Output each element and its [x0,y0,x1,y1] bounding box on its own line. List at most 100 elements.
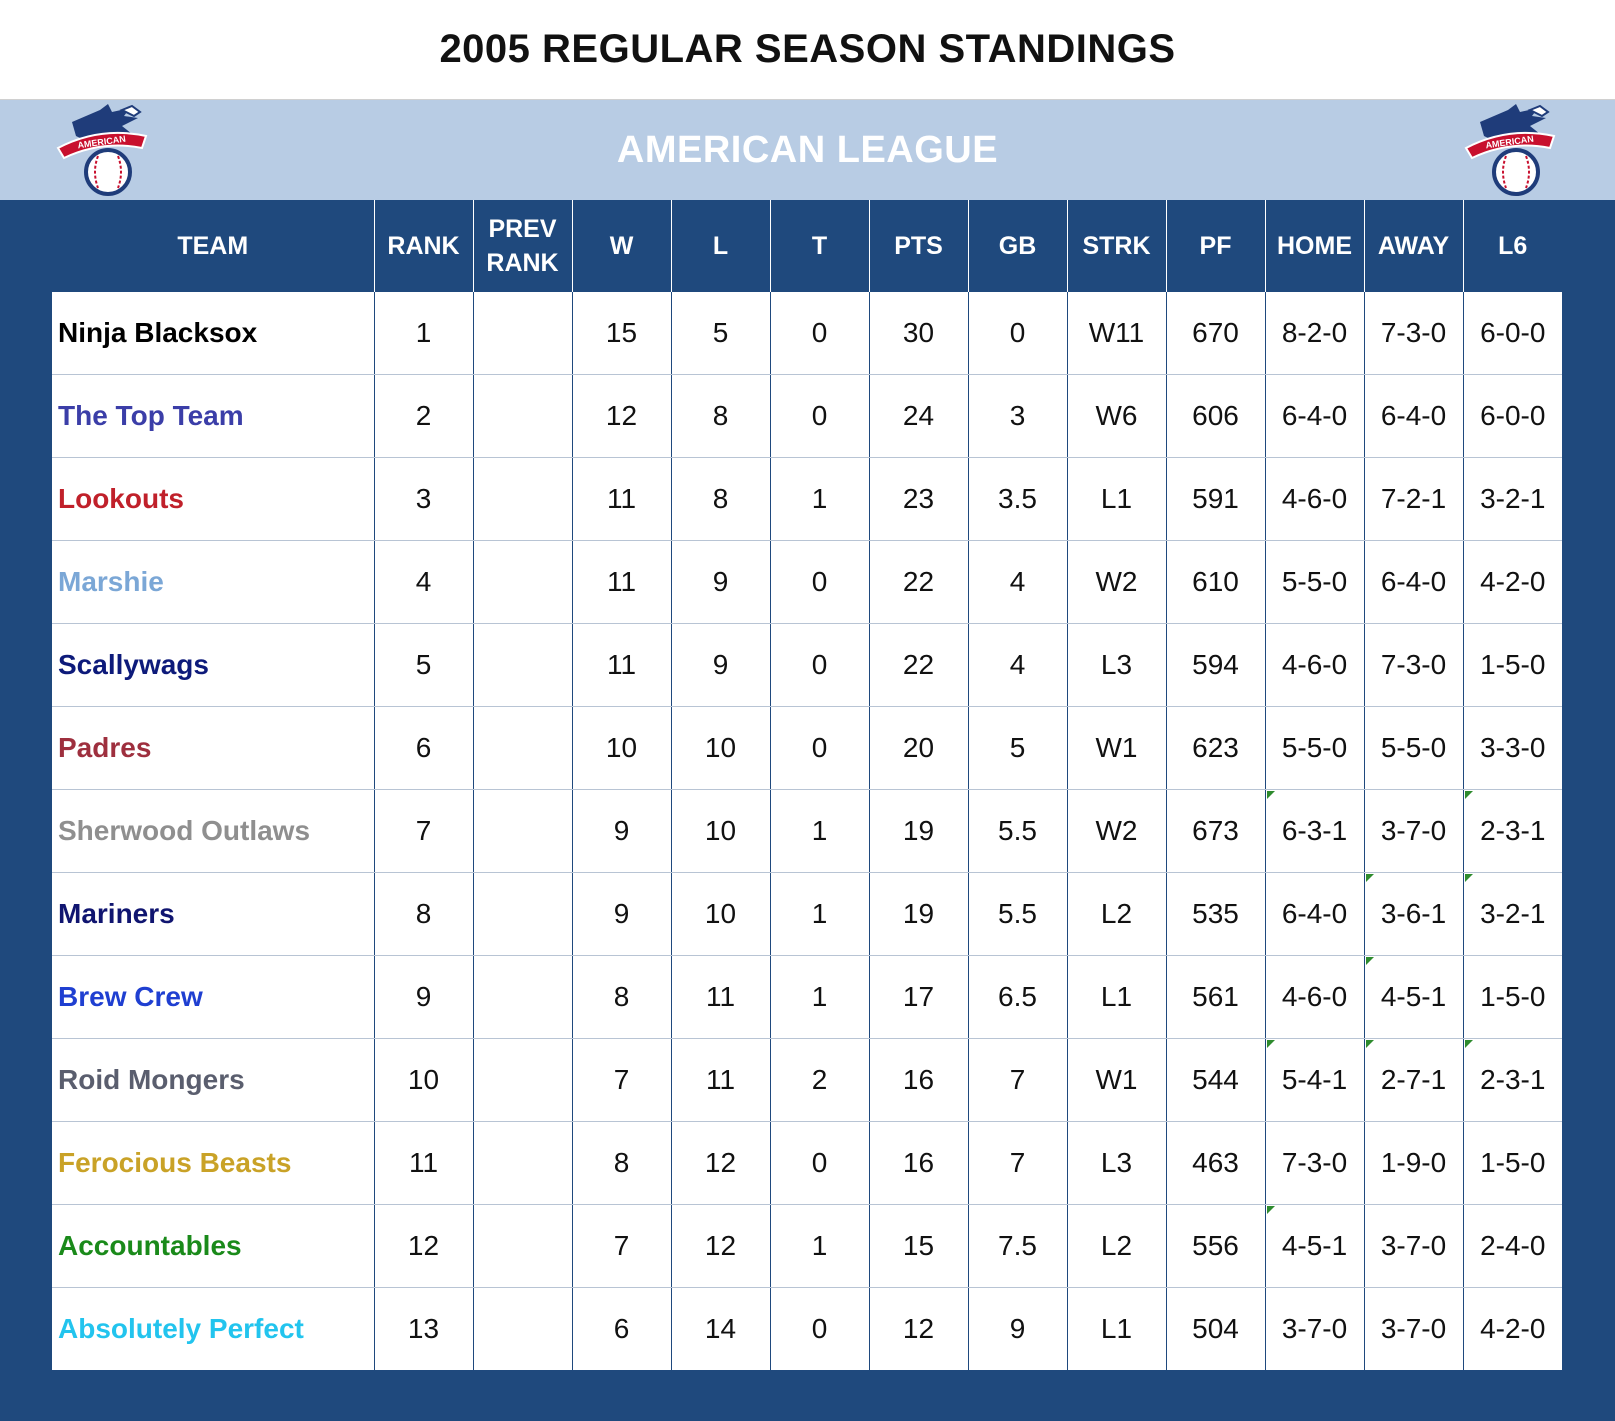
cell-points: 20 [868,706,968,790]
cell-points-for: 623 [1165,706,1265,790]
cell-losses: 10 [670,706,770,790]
cell-points-for: 463 [1165,1121,1265,1205]
cell-prev-rank [472,789,572,873]
cell-streak: L3 [1066,1121,1166,1205]
cell-team-name: Sherwood Outlaws [52,789,374,873]
cell-games-back: 7.5 [967,1204,1067,1288]
cell-ties: 0 [769,1121,869,1205]
cell-wins: 11 [571,623,671,707]
cell-points-for: 610 [1165,540,1265,624]
cell-home-record: 6-3-1 [1264,789,1364,873]
cell-ties: 0 [769,623,869,707]
cell-losses: 11 [670,955,770,1039]
table-row: Absolutely Perfect 13 6 14 0 12 9 L1 504 3-7-0 3-7… [52,1287,1562,1370]
table-row: Brew Crew 9 8 11 1 17 6.5 L1 561 4-6-0 4-5-1 1-5-0 [52,955,1562,1039]
cell-rank: 12 [373,1204,473,1288]
cell-rank: 7 [373,789,473,873]
col-header-prev-rank: PREV RANK [472,200,572,292]
cell-rank: 10 [373,1038,473,1122]
header-row: TEAM RANK PREV RANK W L T PTS GB STRK PF … [52,200,1562,292]
cell-wins: 8 [571,1121,671,1205]
cell-team-name: Scallywags [52,623,374,707]
cell-games-back: 3.5 [967,457,1067,541]
cell-last-six: 6-0-0 [1462,374,1562,458]
cell-losses: 8 [670,374,770,458]
cell-points: 23 [868,457,968,541]
cell-points-for: 535 [1165,872,1265,956]
table-row: Scallywags 5 11 9 0 22 4 L3 594 4-6-0 7-3-0 1-5-0 [52,623,1562,707]
cell-ties: 0 [769,540,869,624]
league-header: AMERICAN LEAGUE [0,100,1615,200]
cell-last-six: 2-3-1 [1462,1038,1562,1122]
cell-last-six: 4-2-0 [1462,540,1562,624]
cell-team-name: Accountables [52,1204,374,1288]
cell-ties: 0 [769,374,869,458]
cell-away-record: 3-6-1 [1363,872,1463,956]
cell-comment-marker [1266,1206,1275,1214]
cell-rank: 5 [373,623,473,707]
cell-wins: 10 [571,706,671,790]
cell-away-record: 5-5-0 [1363,706,1463,790]
col-header-pts: PTS [868,200,968,292]
cell-points-for: 504 [1165,1287,1265,1370]
cell-wins: 11 [571,457,671,541]
cell-home-record: 6-4-0 [1264,374,1364,458]
table-row: Ferocious Beasts 11 8 12 0 16 7 L3 463 7-3-0 1-9-0… [52,1121,1562,1205]
col-header-w: W [571,200,671,292]
page-title: 2005 REGULAR SEASON STANDINGS [439,27,1176,71]
cell-games-back: 0 [967,292,1067,375]
cell-losses: 11 [670,1038,770,1122]
cell-games-back: 5.5 [967,789,1067,873]
cell-team-name: Ninja Blacksox [52,292,374,375]
cell-comment-marker [1464,874,1473,882]
cell-points-for: 544 [1165,1038,1265,1122]
cell-away-record: 7-2-1 [1363,457,1463,541]
col-header-rank: RANK [373,200,473,292]
cell-rank: 3 [373,457,473,541]
cell-team-name: The Top Team [52,374,374,458]
cell-comment-marker [1266,791,1275,799]
cell-ties: 1 [769,872,869,956]
cell-home-record: 5-5-0 [1264,706,1364,790]
cell-last-six: 4-2-0 [1462,1287,1562,1370]
table-row: Lookouts 3 11 8 1 23 3.5 L1 591 4-6-0 7-2-1 3-2-1 [52,457,1562,541]
cell-away-record: 7-3-0 [1363,292,1463,375]
cell-rank: 6 [373,706,473,790]
cell-points: 17 [868,955,968,1039]
cell-ties: 1 [769,457,869,541]
cell-losses: 9 [670,623,770,707]
cell-home-record: 5-5-0 [1264,540,1364,624]
table-row: Accountables 12 7 12 1 15 7.5 L2 556 4-5-1 3-7-0 2-… [52,1204,1562,1288]
table-row: Padres 6 10 10 0 20 5 W1 623 5-5-0 5-5-0 3-3-0 [52,706,1562,790]
cell-losses: 10 [670,789,770,873]
cell-points-for: 606 [1165,374,1265,458]
cell-points: 12 [868,1287,968,1370]
cell-ties: 0 [769,1287,869,1370]
col-header-home: HOME [1264,200,1364,292]
cell-streak: W6 [1066,374,1166,458]
standings-frame: TEAM RANK PREV RANK W L T PTS GB STRK PF … [0,200,1615,1421]
cell-rank: 2 [373,374,473,458]
cell-rank: 1 [373,292,473,375]
cell-points: 15 [868,1204,968,1288]
cell-points-for: 556 [1165,1204,1265,1288]
cell-prev-rank [472,872,572,956]
cell-last-six: 2-3-1 [1462,789,1562,873]
cell-losses: 12 [670,1204,770,1288]
cell-rank: 8 [373,872,473,956]
cell-streak: L2 [1066,1204,1166,1288]
cell-games-back: 9 [967,1287,1067,1370]
cell-streak: L1 [1066,955,1166,1039]
cell-prev-rank [472,1121,572,1205]
cell-team-name: Brew Crew [52,955,374,1039]
cell-home-record: 4-6-0 [1264,623,1364,707]
cell-home-record: 7-3-0 [1264,1121,1364,1205]
cell-prev-rank [472,1038,572,1122]
cell-team-name: Roid Mongers [52,1038,374,1122]
cell-team-name: Ferocious Beasts [52,1121,374,1205]
cell-last-six: 1-5-0 [1462,1121,1562,1205]
cell-last-six: 1-5-0 [1462,623,1562,707]
cell-team-name: Marshie [52,540,374,624]
cell-comment-marker [1365,1040,1374,1048]
cell-home-record: 6-4-0 [1264,872,1364,956]
